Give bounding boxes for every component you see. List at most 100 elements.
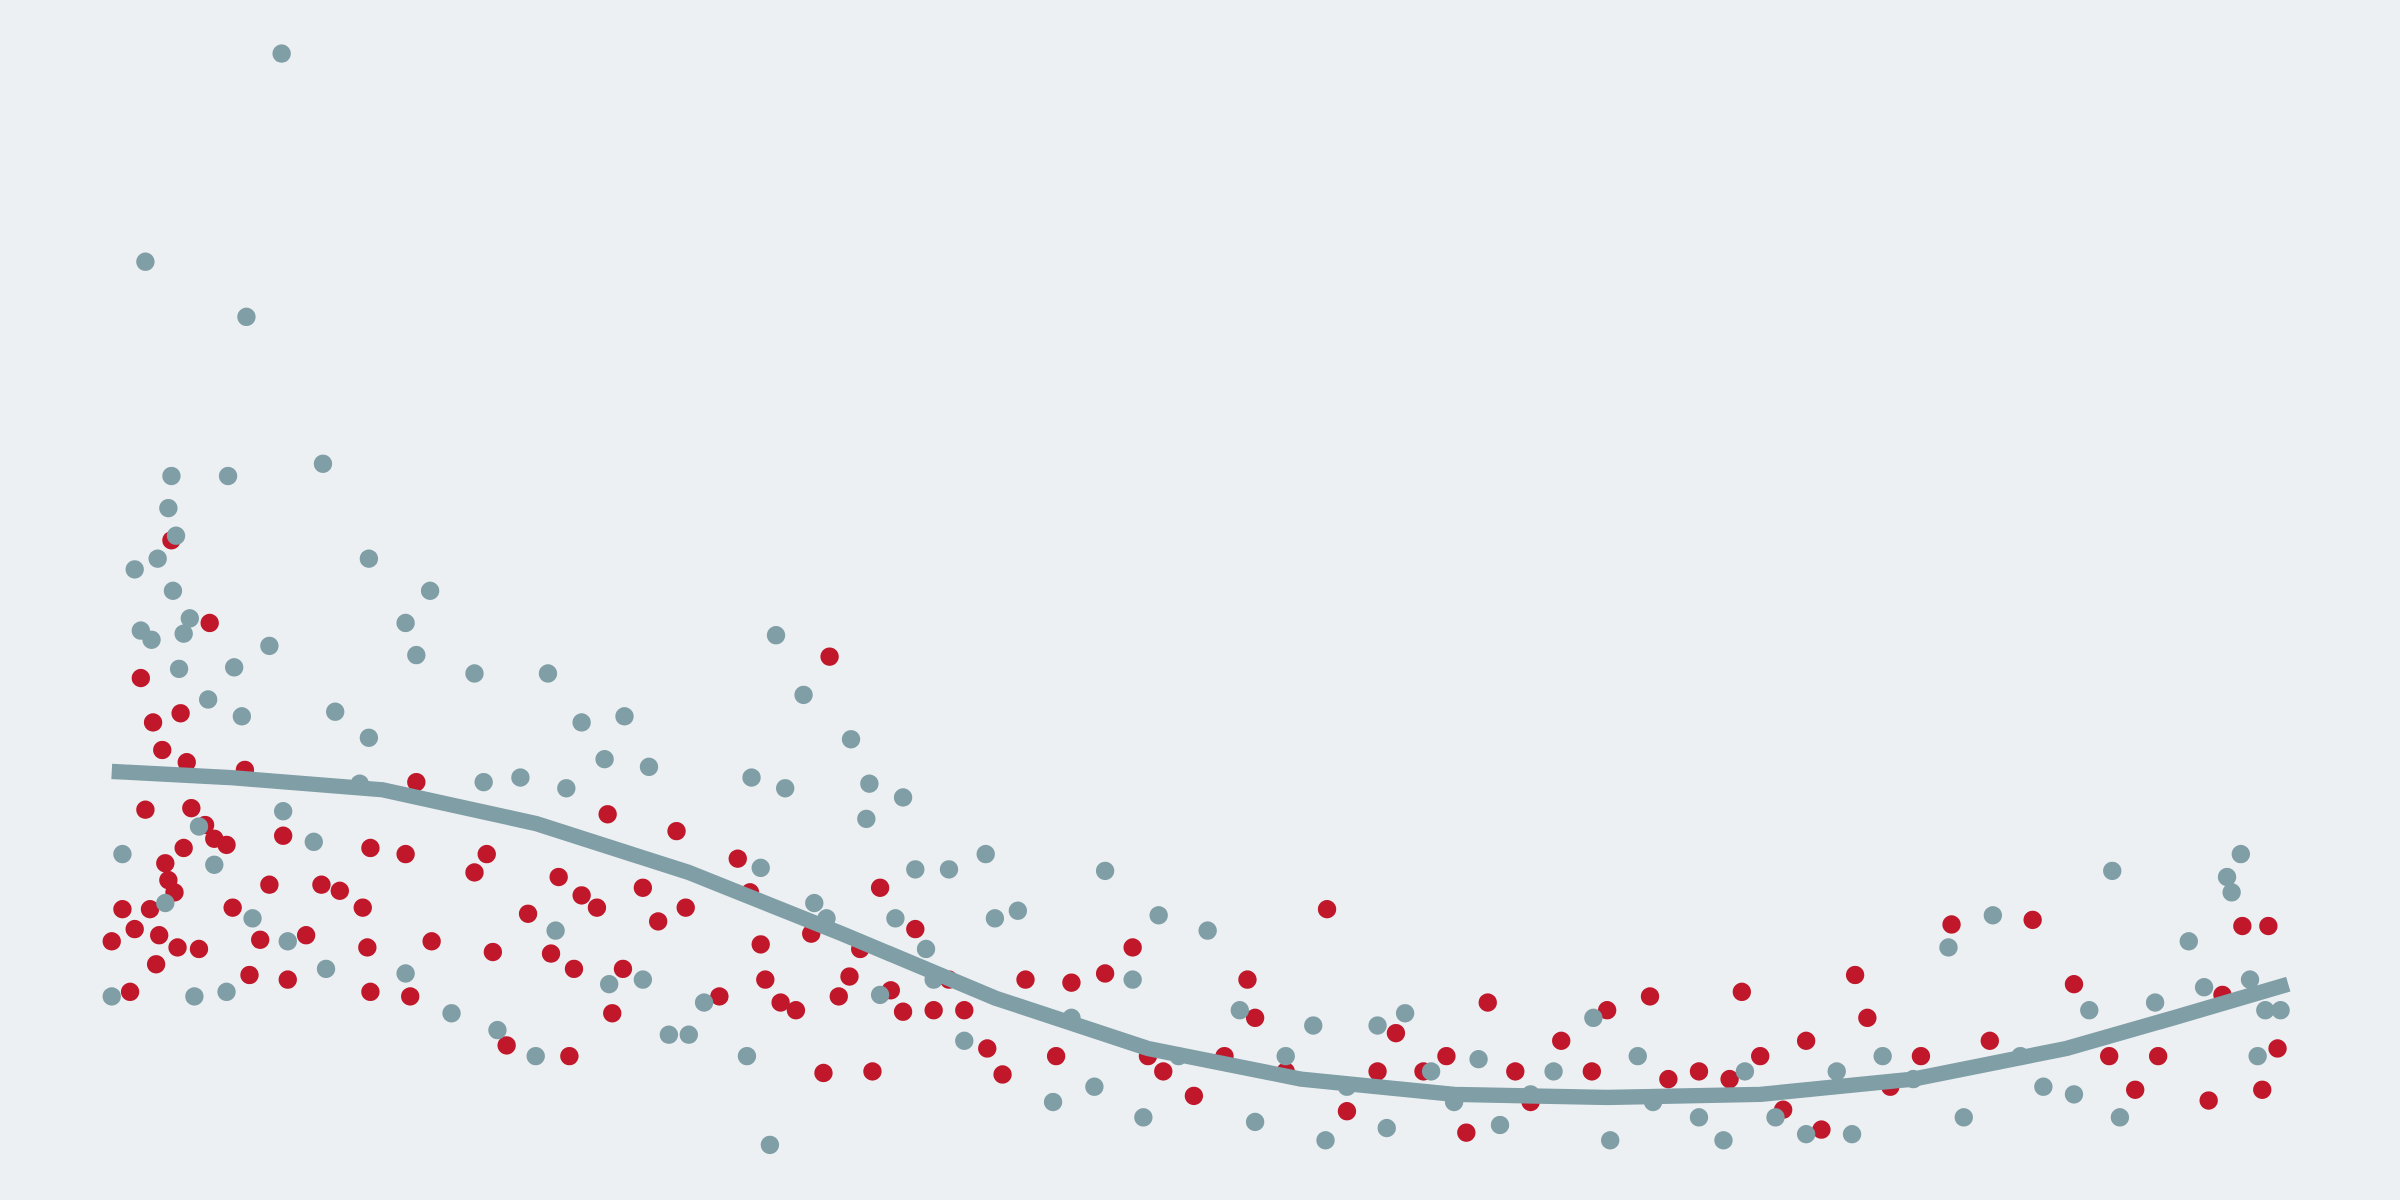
point <box>2034 1077 2053 1096</box>
point <box>150 926 169 945</box>
point <box>1732 982 1752 1002</box>
point <box>1154 1062 1173 1081</box>
point <box>156 854 175 873</box>
point <box>886 909 905 928</box>
point <box>633 970 653 989</box>
point <box>125 919 144 939</box>
point <box>169 659 189 679</box>
point <box>1304 1016 1323 1035</box>
point <box>751 935 770 954</box>
point <box>595 750 614 769</box>
point <box>1766 1108 1785 1127</box>
point <box>174 838 193 858</box>
point <box>633 878 653 897</box>
point <box>422 932 441 951</box>
point <box>786 1001 806 1020</box>
point <box>1659 1069 1678 1089</box>
point <box>273 826 293 845</box>
point <box>572 886 591 905</box>
point <box>142 630 161 649</box>
point <box>1469 1050 1488 1069</box>
point <box>794 685 813 705</box>
point <box>396 964 415 983</box>
point <box>1368 1062 1387 1081</box>
point <box>1720 1069 1739 1089</box>
point <box>102 932 121 951</box>
point <box>177 753 196 772</box>
point <box>2268 1039 2287 1058</box>
point <box>776 779 795 798</box>
point <box>1230 1001 1249 1020</box>
point <box>1043 1092 1063 1112</box>
point <box>1601 1131 1620 1150</box>
point <box>251 930 270 949</box>
point <box>2233 916 2252 936</box>
point <box>916 939 936 959</box>
point <box>1123 938 1142 957</box>
point <box>2100 1046 2119 1066</box>
point <box>639 757 659 777</box>
point <box>113 844 132 864</box>
point <box>955 1001 974 1020</box>
point <box>232 707 252 726</box>
point <box>1812 1120 1831 1139</box>
point <box>1911 1046 1931 1066</box>
point <box>278 970 297 989</box>
point <box>659 1025 679 1044</box>
point <box>260 875 279 894</box>
point <box>1337 1102 1357 1121</box>
point <box>1046 1046 1066 1066</box>
point <box>359 549 379 568</box>
point <box>829 987 848 1006</box>
point <box>1689 1062 1709 1081</box>
point <box>526 1046 545 1066</box>
point <box>978 1039 997 1058</box>
point <box>756 970 775 989</box>
point <box>218 466 238 486</box>
point <box>985 909 1005 928</box>
point <box>358 938 377 957</box>
point <box>1827 1062 1846 1081</box>
point <box>260 636 279 656</box>
point <box>893 788 913 807</box>
point <box>598 805 617 824</box>
point <box>1845 965 1865 985</box>
point <box>353 898 372 917</box>
point <box>667 821 686 841</box>
point <box>679 1025 698 1044</box>
point <box>174 624 193 643</box>
point <box>477 844 496 864</box>
point <box>2256 1001 2275 1020</box>
point <box>1008 901 1028 920</box>
point <box>488 1020 507 1040</box>
point <box>2064 1085 2084 1104</box>
point <box>2126 1080 2145 1099</box>
point <box>560 1046 579 1066</box>
point <box>1245 1008 1265 1028</box>
point <box>613 959 633 979</box>
point <box>820 647 839 666</box>
point <box>359 728 379 747</box>
point <box>304 832 323 852</box>
point <box>273 802 293 821</box>
point <box>2023 910 2042 930</box>
point <box>694 993 714 1012</box>
point <box>870 878 890 897</box>
point <box>511 768 530 787</box>
point <box>1395 1004 1415 1023</box>
point <box>1016 970 1035 989</box>
point <box>603 1004 622 1023</box>
point <box>1478 993 1497 1012</box>
point <box>1942 915 1961 934</box>
point <box>1085 1077 1104 1096</box>
point <box>1552 1031 1571 1050</box>
point <box>924 1001 943 1020</box>
point <box>1276 1046 1295 1066</box>
point <box>217 835 236 855</box>
point <box>1842 1125 1862 1144</box>
point <box>223 898 242 917</box>
point <box>648 912 668 931</box>
point <box>2199 1091 2218 1110</box>
point <box>676 898 695 917</box>
point <box>1939 938 1958 957</box>
